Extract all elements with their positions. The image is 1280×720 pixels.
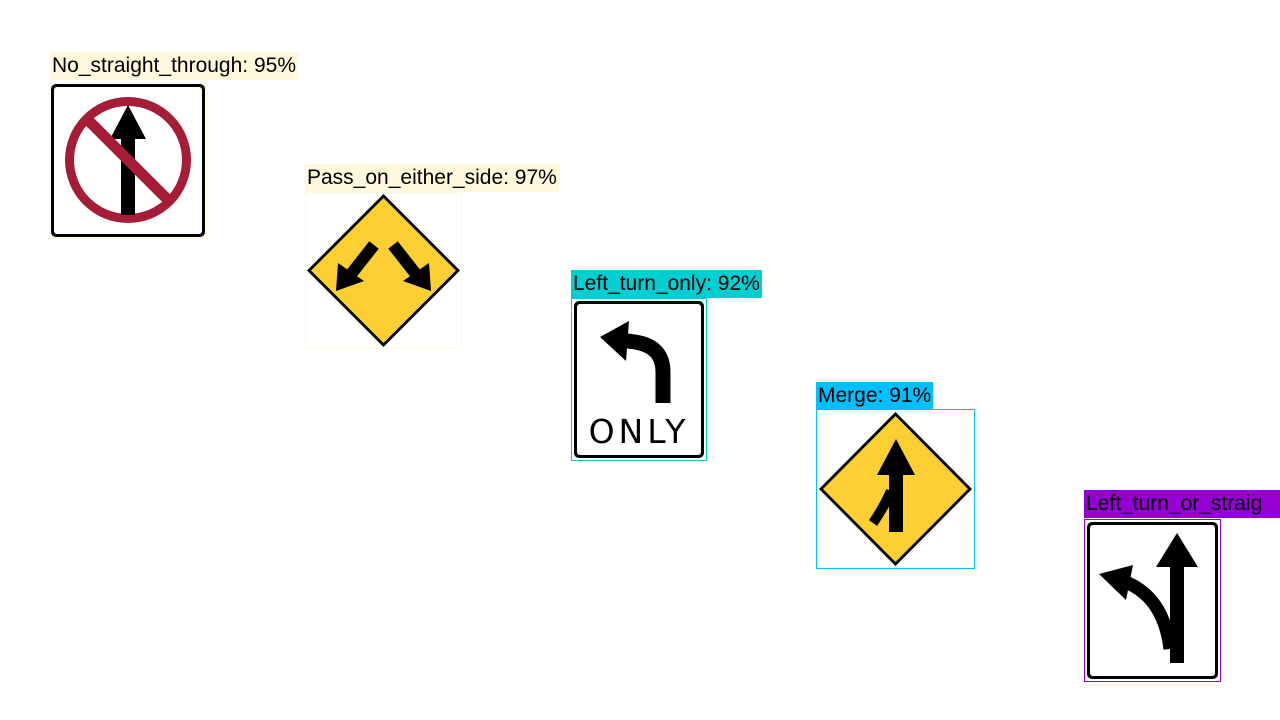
left-turn-only-sign-icon: ONLY [573,300,705,459]
pass-on-either-side-sign-icon [306,193,461,348]
left-turn-or-straight-sign-icon [1086,521,1219,680]
detection-label: Pass_on_either_side: 97% [305,164,559,192]
bounding-box [305,192,462,349]
bounding-box [571,298,707,461]
detection-label: No_straight_through: 95% [50,52,298,80]
no-straight-through-sign-icon [50,83,206,238]
bounding-box [816,409,975,569]
sign-only-text: ONLY [589,412,690,451]
detection-label: Left_turn_only: 92% [571,270,762,298]
merge-sign-icon [818,411,973,567]
detection-label: Left_turn_or_straig [1084,490,1280,518]
detection-label: Merge: 91% [816,382,934,410]
bounding-box [1084,519,1221,682]
bounding-box [49,82,207,239]
